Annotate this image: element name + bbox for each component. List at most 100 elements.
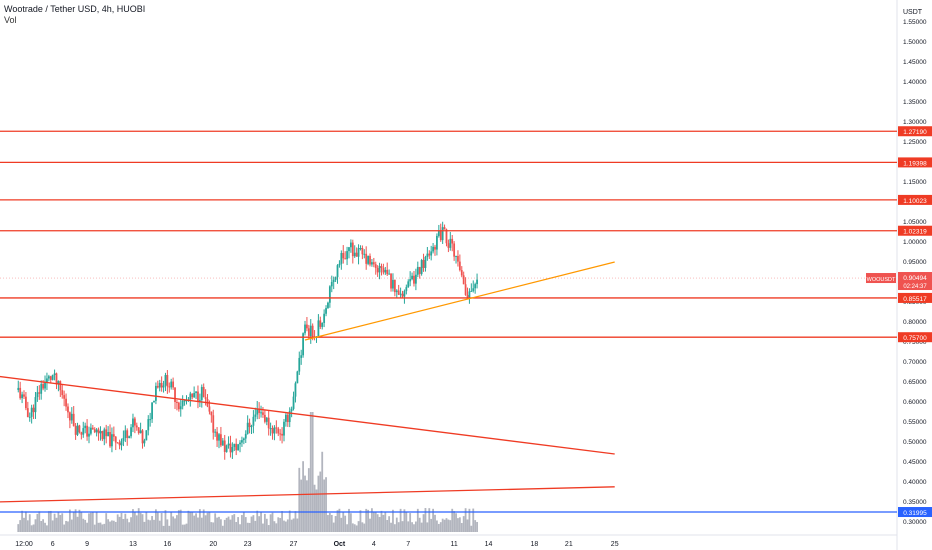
candle-up: [111, 434, 113, 447]
level-label: 1.02319: [903, 229, 927, 236]
candle-up: [260, 412, 262, 414]
level-label: 0.31995: [903, 510, 927, 517]
candle-down: [208, 406, 211, 412]
candle-down: [68, 412, 71, 421]
volume-bar: [181, 524, 184, 532]
y-tick-label: 0.60000: [903, 399, 927, 406]
candle-up: [47, 376, 50, 379]
x-tick-label: 13: [129, 541, 137, 548]
volume-bar: [105, 513, 108, 532]
candle-down: [212, 415, 215, 433]
candle-up: [304, 324, 306, 334]
candle-up: [145, 430, 148, 441]
candle-down: [380, 266, 383, 268]
volume-bar: [72, 512, 75, 532]
x-tick-label: Oct: [334, 541, 346, 548]
volume-bar: [107, 519, 110, 532]
bar-countdown: 02:24:37: [903, 284, 927, 290]
x-tick-label: 23: [244, 541, 252, 548]
volume-bar: [168, 525, 171, 532]
volume-bar: [340, 517, 343, 532]
volume-bar: [158, 520, 161, 532]
volume-bar: [149, 520, 152, 532]
volume-bar: [223, 519, 226, 532]
volume-bar: [323, 479, 326, 532]
volume-bar: [176, 515, 178, 532]
candle-up: [411, 275, 413, 280]
candle-up: [441, 227, 444, 241]
volume-bar: [139, 512, 142, 532]
candle-down: [462, 275, 465, 285]
volume-bar: [476, 521, 478, 532]
candle-up: [334, 277, 337, 280]
volume-bar: [254, 520, 257, 532]
candle-down: [422, 260, 425, 268]
candle-up: [256, 408, 259, 415]
candle-down: [319, 320, 322, 327]
volume-bar: [330, 514, 333, 532]
candle-down: [393, 279, 396, 293]
volume-bar: [248, 522, 251, 532]
candle-up: [198, 400, 201, 402]
candle-up: [153, 400, 155, 403]
volume-bar: [46, 525, 48, 532]
candle-up: [269, 428, 272, 430]
candle-down: [204, 397, 207, 400]
volume-bar: [122, 518, 125, 532]
candle-up: [233, 443, 236, 448]
volume-bar: [296, 518, 299, 532]
candle-up: [403, 291, 406, 297]
volume-bar: [220, 519, 222, 532]
candle-up: [436, 235, 438, 250]
volume-bar: [298, 467, 301, 532]
volume-bar: [434, 514, 436, 532]
candle-up: [349, 242, 352, 248]
volume-bar: [307, 468, 310, 532]
candle-up: [107, 432, 110, 437]
volume-bar: [21, 510, 23, 532]
candle-up: [426, 253, 429, 257]
last-price-tag: [898, 272, 932, 291]
candle-up: [51, 374, 54, 380]
volume-bar: [76, 516, 79, 532]
candle-up: [237, 444, 240, 451]
volume-bar: [428, 508, 431, 532]
volume-bar: [36, 513, 39, 532]
volume-bar: [88, 513, 90, 532]
volume-bar: [26, 520, 29, 532]
candle-up: [336, 265, 339, 278]
candle-down: [160, 382, 163, 388]
candle-down: [311, 325, 314, 337]
candle-down: [25, 396, 27, 409]
candle-up: [143, 440, 146, 444]
x-tick-label: 20: [209, 541, 217, 548]
candle-up: [181, 400, 184, 407]
candle-up: [317, 320, 320, 337]
volume-bar: [411, 522, 413, 532]
candle-down: [133, 418, 136, 426]
candle-down: [275, 427, 278, 429]
candle-up: [328, 286, 331, 303]
candle-up: [405, 287, 408, 292]
candle-up: [357, 248, 360, 257]
candle-down: [59, 381, 62, 391]
volume-bar: [393, 524, 396, 532]
candle-down: [42, 384, 45, 389]
candle-down: [141, 430, 144, 444]
candle-up: [353, 252, 356, 257]
volume-bar: [197, 517, 199, 532]
candle-up: [84, 425, 87, 429]
candle-down: [258, 408, 261, 413]
candle-down: [342, 252, 345, 259]
candle-down: [63, 395, 66, 399]
x-tick-label: 7: [406, 541, 410, 548]
volume-bar: [424, 508, 427, 532]
volume-bar: [395, 517, 398, 532]
volume-bar: [449, 520, 452, 532]
volume-bar: [172, 516, 175, 532]
x-tick-label: 18: [531, 541, 539, 548]
volume-bar: [156, 512, 159, 532]
candle-down: [361, 248, 364, 255]
candle-down: [19, 387, 22, 399]
